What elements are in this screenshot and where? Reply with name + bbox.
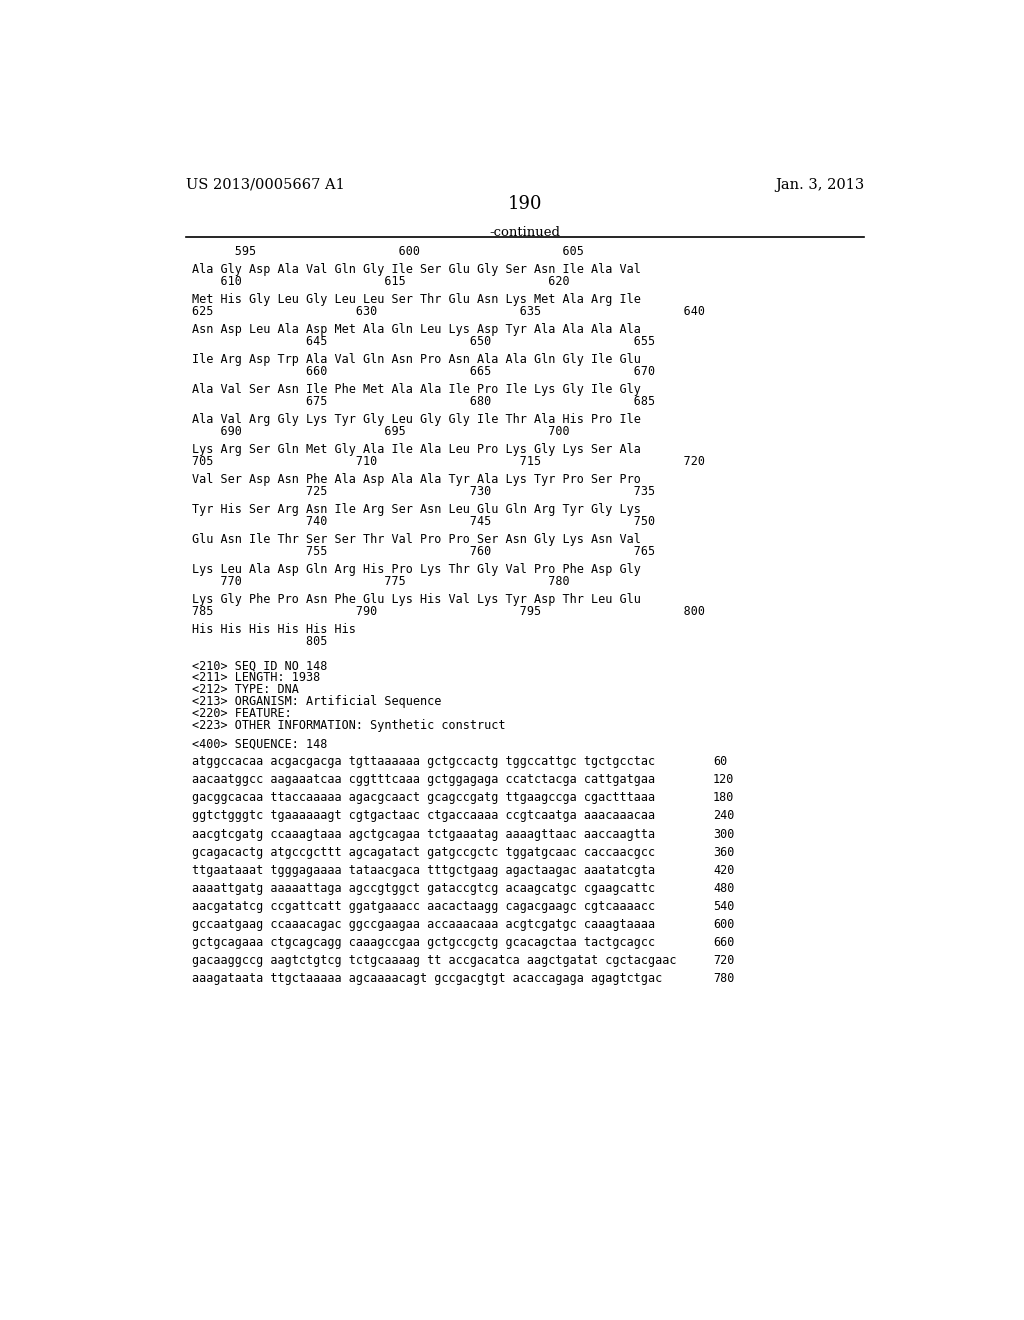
Text: 660                    665                    670: 660 665 670: [191, 364, 654, 378]
Text: Ala Gly Asp Ala Val Gln Gly Ile Ser Glu Gly Ser Asn Ile Ala Val: Ala Gly Asp Ala Val Gln Gly Ile Ser Glu …: [191, 263, 640, 276]
Text: 540: 540: [713, 900, 734, 913]
Text: 480: 480: [713, 882, 734, 895]
Text: 660: 660: [713, 936, 734, 949]
Text: 300: 300: [713, 828, 734, 841]
Text: Tyr His Ser Arg Asn Ile Arg Ser Asn Leu Glu Gln Arg Tyr Gly Lys: Tyr His Ser Arg Asn Ile Arg Ser Asn Leu …: [191, 503, 640, 516]
Text: Ala Val Ser Asn Ile Phe Met Ala Ala Ile Pro Ile Lys Gly Ile Gly: Ala Val Ser Asn Ile Phe Met Ala Ala Ile …: [191, 383, 640, 396]
Text: 705                    710                    715                    720: 705 710 715 720: [191, 455, 705, 467]
Text: Met His Gly Leu Gly Leu Leu Ser Thr Glu Asn Lys Met Ala Arg Ile: Met His Gly Leu Gly Leu Leu Ser Thr Glu …: [191, 293, 640, 306]
Text: Asn Asp Leu Ala Asp Met Ala Gln Leu Lys Asp Tyr Ala Ala Ala Ala: Asn Asp Leu Ala Asp Met Ala Gln Leu Lys …: [191, 323, 640, 335]
Text: Jan. 3, 2013: Jan. 3, 2013: [775, 178, 864, 191]
Text: 190: 190: [508, 195, 542, 214]
Text: 805: 805: [191, 635, 327, 648]
Text: Lys Gly Phe Pro Asn Phe Glu Lys His Val Lys Tyr Asp Thr Leu Glu: Lys Gly Phe Pro Asn Phe Glu Lys His Val …: [191, 593, 640, 606]
Text: atggccacaa acgacgacga tgttaaaaaa gctgccactg tggccattgc tgctgcctac: atggccacaa acgacgacga tgttaaaaaa gctgcca…: [191, 755, 654, 768]
Text: Glu Asn Ile Thr Ser Ser Thr Val Pro Pro Ser Asn Gly Lys Asn Val: Glu Asn Ile Thr Ser Ser Thr Val Pro Pro …: [191, 533, 640, 546]
Text: His His His His His His: His His His His His His: [191, 623, 355, 636]
Text: <210> SEQ ID NO 148: <210> SEQ ID NO 148: [191, 659, 327, 672]
Text: aacgatatcg ccgattcatt ggatgaaacc aacactaagg cagacgaagc cgtcaaaacc: aacgatatcg ccgattcatt ggatgaaacc aacacta…: [191, 900, 654, 913]
Text: gacggcacaa ttaccaaaaa agacgcaact gcagccgatg ttgaagccga cgactttaaa: gacggcacaa ttaccaaaaa agacgcaact gcagccg…: [191, 792, 654, 804]
Text: aacgtcgatg ccaaagtaaa agctgcagaa tctgaaatag aaaagttaac aaccaagtta: aacgtcgatg ccaaagtaaa agctgcagaa tctgaaa…: [191, 828, 654, 841]
Text: gcagacactg atgccgcttt agcagatact gatgccgctc tggatgcaac caccaacgcc: gcagacactg atgccgcttt agcagatact gatgccg…: [191, 846, 654, 858]
Text: Lys Leu Ala Asp Gln Arg His Pro Lys Thr Gly Val Pro Phe Asp Gly: Lys Leu Ala Asp Gln Arg His Pro Lys Thr …: [191, 564, 640, 576]
Text: 755                    760                    765: 755 760 765: [191, 545, 654, 558]
Text: gctgcagaaa ctgcagcagg caaagccgaa gctgccgctg gcacagctaa tactgcagcc: gctgcagaaa ctgcagcagg caaagccgaa gctgccg…: [191, 936, 654, 949]
Text: 690                    695                    700: 690 695 700: [191, 425, 569, 438]
Text: ggtctgggtc tgaaaaaagt cgtgactaac ctgaccaaaa ccgtcaatga aaacaaacaa: ggtctgggtc tgaaaaaagt cgtgactaac ctgacca…: [191, 809, 654, 822]
Text: US 2013/0005667 A1: US 2013/0005667 A1: [186, 178, 345, 191]
Text: 675                    680                    685: 675 680 685: [191, 395, 654, 408]
Text: 720: 720: [713, 954, 734, 968]
Text: 770                    775                    780: 770 775 780: [191, 576, 569, 587]
Text: aaagataata ttgctaaaaa agcaaaacagt gccgacgtgt acaccagaga agagtctgac: aaagataata ttgctaaaaa agcaaaacagt gccgac…: [191, 973, 662, 985]
Text: aacaatggcc aagaaatcaa cggtttcaaa gctggagaga ccatctacga cattgatgaa: aacaatggcc aagaaatcaa cggtttcaaa gctggag…: [191, 774, 654, 787]
Text: Val Ser Asp Asn Phe Ala Asp Ala Ala Tyr Ala Lys Tyr Pro Ser Pro: Val Ser Asp Asn Phe Ala Asp Ala Ala Tyr …: [191, 473, 640, 486]
Text: aaaattgatg aaaaattaga agccgtggct gataccgtcg acaagcatgc cgaagcattc: aaaattgatg aaaaattaga agccgtggct gataccg…: [191, 882, 654, 895]
Text: 780: 780: [713, 973, 734, 985]
Text: Lys Arg Ser Gln Met Gly Ala Ile Ala Leu Pro Lys Gly Lys Ser Ala: Lys Arg Ser Gln Met Gly Ala Ile Ala Leu …: [191, 444, 640, 455]
Text: 785                    790                    795                    800: 785 790 795 800: [191, 605, 705, 618]
Text: gccaatgaag ccaaacagac ggccgaagaa accaaacaaa acgtcgatgc caaagtaaaa: gccaatgaag ccaaacagac ggccgaagaa accaaac…: [191, 917, 654, 931]
Text: <212> TYPE: DNA: <212> TYPE: DNA: [191, 684, 298, 696]
Text: ttgaataaat tgggagaaaa tataacgaca tttgctgaag agactaagac aaatatcgta: ttgaataaat tgggagaaaa tataacgaca tttgctg…: [191, 863, 654, 876]
Text: 600: 600: [713, 917, 734, 931]
Text: 120: 120: [713, 774, 734, 787]
Text: 60: 60: [713, 755, 727, 768]
Text: <220> FEATURE:: <220> FEATURE:: [191, 708, 291, 719]
Text: 360: 360: [713, 846, 734, 858]
Text: 240: 240: [713, 809, 734, 822]
Text: 420: 420: [713, 863, 734, 876]
Text: <213> ORGANISM: Artificial Sequence: <213> ORGANISM: Artificial Sequence: [191, 696, 441, 708]
Text: Ala Val Arg Gly Lys Tyr Gly Leu Gly Gly Ile Thr Ala His Pro Ile: Ala Val Arg Gly Lys Tyr Gly Leu Gly Gly …: [191, 413, 640, 426]
Text: 625                    630                    635                    640: 625 630 635 640: [191, 305, 705, 318]
Text: 740                    745                    750: 740 745 750: [191, 515, 654, 528]
Text: gacaaggccg aagtctgtcg tctgcaaaag tt accgacatca aagctgatat cgctacgaac: gacaaggccg aagtctgtcg tctgcaaaag tt accg…: [191, 954, 676, 968]
Text: <223> OTHER INFORMATION: Synthetic construct: <223> OTHER INFORMATION: Synthetic const…: [191, 719, 505, 733]
Text: 610                    615                    620: 610 615 620: [191, 275, 569, 288]
Text: <211> LENGTH: 1938: <211> LENGTH: 1938: [191, 671, 319, 684]
Text: -continued: -continued: [489, 226, 560, 239]
Text: 595                    600                    605: 595 600 605: [191, 244, 584, 257]
Text: 645                    650                    655: 645 650 655: [191, 335, 654, 347]
Text: Ile Arg Asp Trp Ala Val Gln Asn Pro Asn Ala Ala Gln Gly Ile Glu: Ile Arg Asp Trp Ala Val Gln Asn Pro Asn …: [191, 352, 640, 366]
Text: 180: 180: [713, 792, 734, 804]
Text: <400> SEQUENCE: 148: <400> SEQUENCE: 148: [191, 737, 327, 750]
Text: 725                    730                    735: 725 730 735: [191, 484, 654, 498]
